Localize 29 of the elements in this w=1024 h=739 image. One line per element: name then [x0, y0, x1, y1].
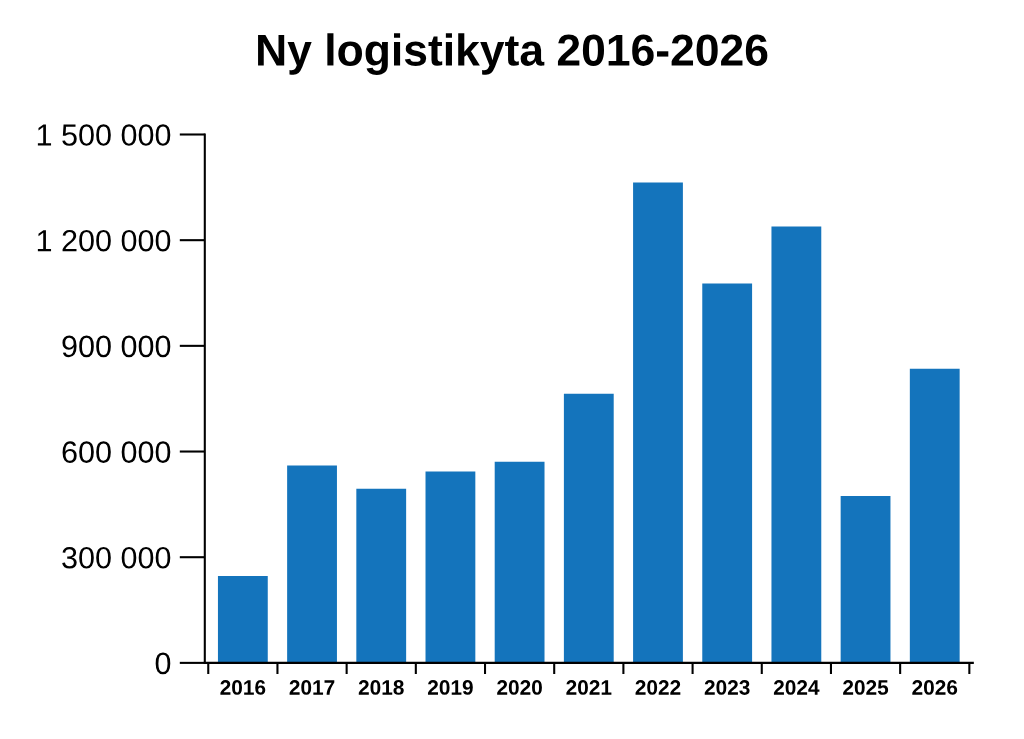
x-tick-label: 2022	[635, 680, 681, 695]
x-tick-label: 2020	[497, 680, 542, 695]
x-tick-label: 2017	[289, 680, 335, 695]
bar	[494, 461, 545, 663]
x-tick-label: 2019	[427, 680, 473, 695]
bar	[356, 488, 407, 663]
bar	[771, 226, 822, 663]
x-tick-label: 2026	[912, 680, 958, 695]
bar	[287, 465, 337, 663]
y-tick-label: 1 200 000	[37, 229, 171, 252]
y-tick-label: 0	[155, 652, 171, 675]
x-tick-label: 2018	[358, 680, 404, 695]
bar	[217, 575, 268, 663]
bar	[909, 368, 960, 663]
bar	[633, 182, 683, 663]
chart-title: Ny logistikyta 2016-2026	[258, 33, 768, 75]
bar	[563, 393, 614, 663]
x-tick-label: 2021	[566, 680, 612, 695]
x-tick-label: 2016	[220, 680, 266, 695]
y-tick-label: 900 000	[62, 335, 171, 358]
x-tick-label: 2024	[773, 680, 820, 695]
bar	[425, 471, 476, 663]
bar	[840, 495, 891, 663]
y-tick-label: 600 000	[62, 441, 171, 463]
x-tick-label: 2023	[704, 680, 750, 695]
y-tick-label: 300 000	[62, 546, 171, 569]
y-tick-label: 1 500 000	[37, 124, 171, 146]
x-tick-label: 2025	[843, 680, 889, 695]
bar	[702, 283, 753, 663]
